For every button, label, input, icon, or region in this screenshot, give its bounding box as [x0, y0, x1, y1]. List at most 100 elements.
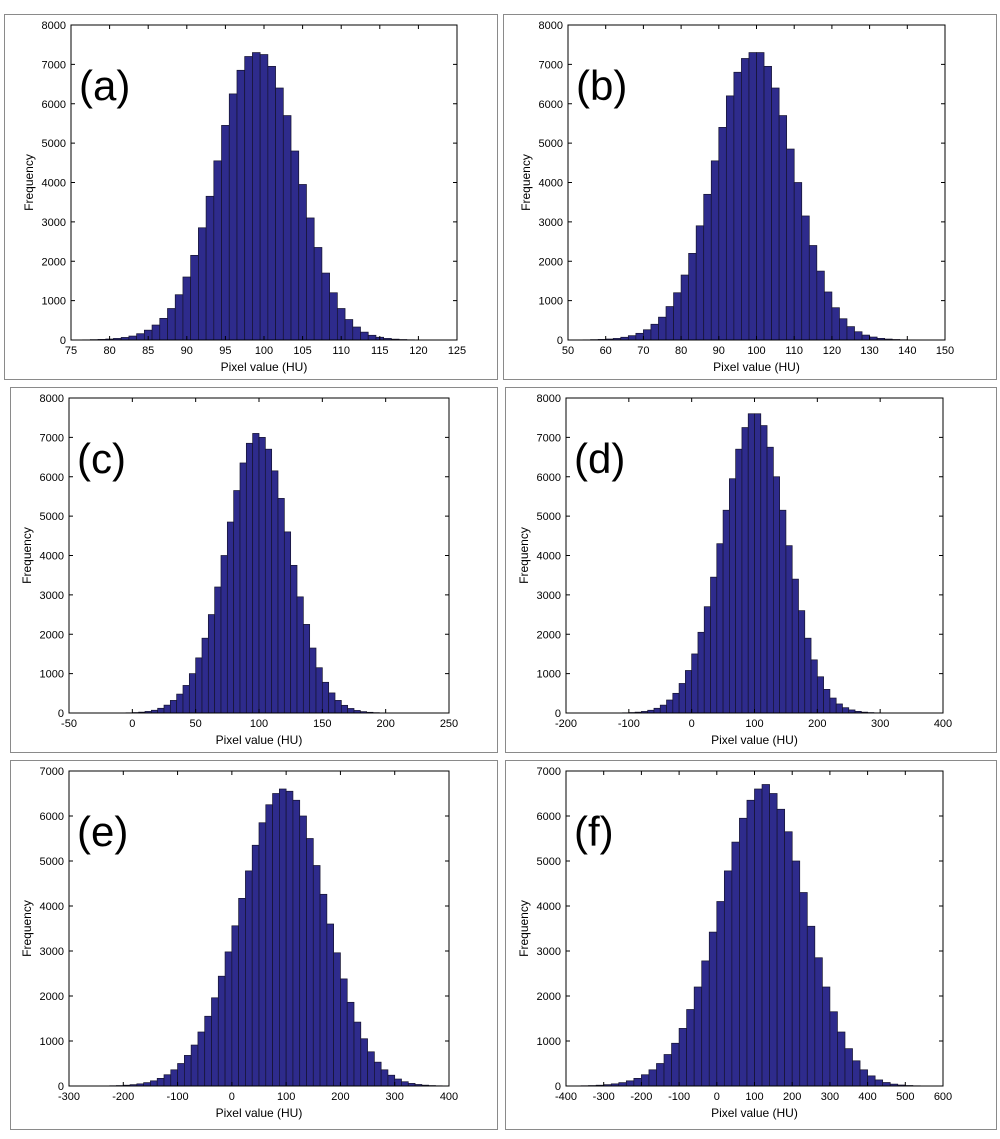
- histogram-bar: [656, 1063, 665, 1087]
- histogram-bar: [633, 1078, 642, 1087]
- histogram-bar: [816, 676, 824, 714]
- x-tick-label: 300: [871, 718, 889, 730]
- histogram-bar: [874, 1079, 884, 1087]
- histogram-bar: [336, 308, 346, 341]
- histogram-bar: [259, 54, 269, 341]
- histogram-bar: [793, 182, 803, 341]
- histogram-bar: [251, 844, 260, 1087]
- histogram-bar: [791, 578, 799, 714]
- histogram-bar: [859, 1069, 868, 1087]
- histogram-bar: [163, 1074, 172, 1087]
- y-tick-label: 4000: [539, 178, 563, 190]
- histogram-bar: [360, 1038, 368, 1087]
- y-tick-label: 2000: [537, 629, 561, 641]
- histogram-bar: [156, 1078, 165, 1087]
- histogram-bar: [272, 793, 280, 1087]
- histogram-bar: [275, 87, 284, 341]
- panel-label: (f): [574, 808, 614, 855]
- histogram-b: 50 60 70 80 90 100 110 120 130 140 150 0 1000 2000 300…: [519, 20, 954, 374]
- histogram-bar: [205, 195, 215, 341]
- x-tick-label: 250: [440, 718, 458, 730]
- histogram-bar: [882, 1082, 891, 1087]
- x-tick-label: 50: [562, 345, 574, 357]
- histogram-bar: [285, 790, 294, 1087]
- x-tick-label: 110: [332, 345, 350, 357]
- histogram-bar: [265, 804, 273, 1087]
- histogram-bar: [835, 703, 843, 714]
- chart-panel-d: -200 -100 0 100 200 300 400 0 1000 2000 3000 4000 50…: [505, 387, 997, 753]
- x-tick-label: 130: [860, 345, 878, 357]
- histogram-bar: [686, 1009, 695, 1087]
- histogram-bar: [182, 276, 192, 341]
- histogram-bar: [239, 462, 247, 714]
- histogram-bar: [195, 657, 203, 714]
- histogram-bar: [739, 817, 748, 1087]
- y-axis: 0 1000 2000 3000 4000 5000 6000 7000 8000: [42, 20, 457, 347]
- histogram-bar: [360, 331, 369, 341]
- y-tick-label: 0: [60, 335, 66, 347]
- histogram-bar: [729, 478, 737, 714]
- histogram-bar: [766, 446, 774, 714]
- histogram-bar: [801, 215, 810, 341]
- y-tick-label: 7000: [40, 766, 64, 778]
- x-tick-label: -50: [61, 718, 77, 730]
- histogram-bar: [648, 1069, 657, 1087]
- x-tick-label: -300: [593, 1091, 615, 1103]
- y-tick-label: 6000: [40, 811, 64, 823]
- histogram-bar: [844, 1048, 853, 1087]
- histogram-bar: [264, 448, 273, 714]
- histogram-bar: [258, 822, 267, 1087]
- y-tick-label: 5000: [40, 856, 64, 868]
- histogram-bar: [778, 115, 788, 341]
- x-tick-label: 95: [219, 345, 231, 357]
- histogram-e: -300 -200 -100 0 100 200 300 400010002000300040…: [20, 766, 458, 1120]
- histogram-bar: [697, 631, 705, 714]
- histogram-bar: [190, 254, 199, 341]
- histogram-bar: [776, 808, 786, 1087]
- histogram-d: -200 -100 0 100 200 300 4000100020003000400050…: [517, 393, 952, 747]
- histogram-bar: [839, 318, 848, 341]
- y-tick-label: 8000: [537, 393, 561, 405]
- histogram-bar: [279, 788, 287, 1087]
- y-tick-label: 0: [58, 1081, 64, 1093]
- y-tick-label: 2000: [537, 991, 561, 1003]
- y-tick-label: 1000: [42, 296, 66, 308]
- histogram-bar: [340, 978, 348, 1087]
- x-axis: 50 60 70 80 90 100 110 120 130 140 150: [562, 25, 954, 357]
- y-tick-label: 6000: [40, 472, 64, 484]
- histogram-bar: [653, 707, 661, 714]
- axes-frame: [68, 770, 450, 1087]
- x-tick-label: 100: [747, 345, 765, 357]
- histogram-bar: [313, 247, 323, 341]
- y-axis-title: Frequency: [20, 527, 34, 584]
- y-tick-label: 4000: [537, 901, 561, 913]
- y-tick-label: 6000: [539, 99, 563, 111]
- histogram-bar: [814, 957, 823, 1087]
- histogram-bar: [347, 708, 355, 714]
- histogram-bar: [761, 784, 770, 1087]
- x-axis-title: Pixel value (HU): [711, 733, 798, 747]
- y-tick-label: 7000: [537, 432, 561, 444]
- y-tick-label: 7000: [537, 766, 561, 778]
- histogram-bar: [716, 901, 725, 1087]
- histogram-bar: [816, 270, 825, 341]
- histogram-bar: [352, 326, 361, 341]
- histogram-bar: [401, 1081, 409, 1087]
- histogram-bar: [353, 1021, 362, 1087]
- histogram-bar: [746, 799, 755, 1087]
- histogram-bar: [718, 127, 727, 341]
- histogram-bar: [315, 667, 323, 714]
- histogram-bar: [703, 606, 711, 714]
- histogram-bar: [823, 689, 831, 714]
- x-axis-title: Pixel value (HU): [221, 360, 308, 374]
- x-tick-label: 80: [675, 345, 687, 357]
- x-axis: 75 80 85 90 95 100 105 110 115 120 125: [65, 25, 466, 357]
- x-tick-label: 200: [376, 718, 394, 730]
- x-tick-label: 0: [714, 1091, 720, 1103]
- y-tick-label: 5000: [40, 511, 64, 523]
- histogram-bar: [643, 329, 652, 341]
- histogram-bar: [695, 225, 705, 341]
- histogram-bar: [245, 442, 254, 714]
- histogram-bar: [302, 624, 311, 714]
- histogram-c: -50 0 50 100 150 200 2500100020003000400050006…: [20, 393, 458, 747]
